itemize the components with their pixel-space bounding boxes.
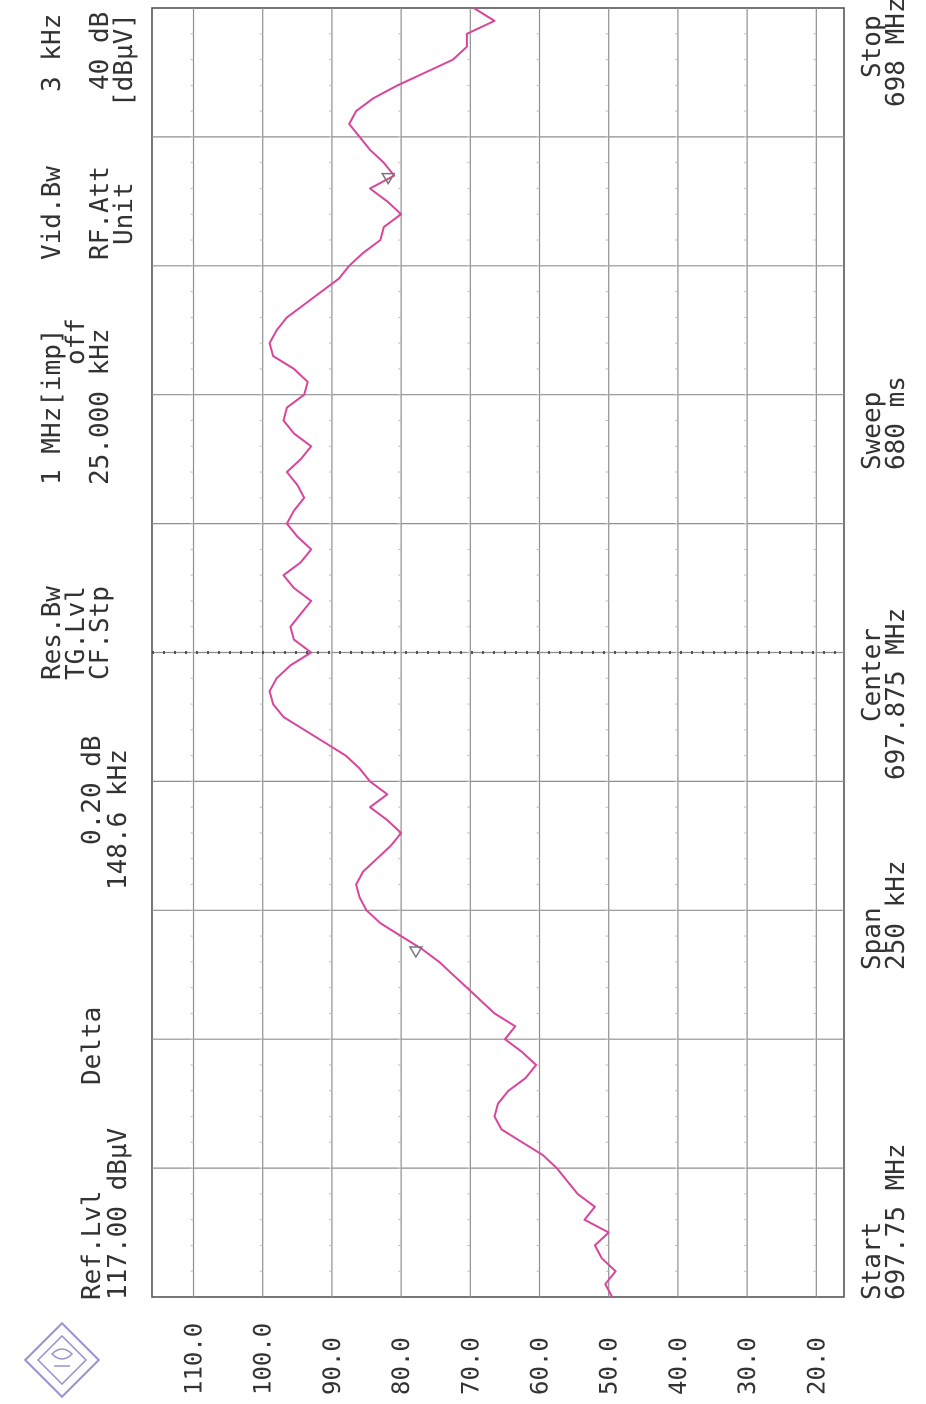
unit-value: [dBµV]	[109, 13, 139, 107]
sweep-value: 680 ms	[881, 376, 911, 470]
ref-lvl-label: Ref.Lvl	[77, 1190, 107, 1300]
trace-layer	[268, 7, 617, 1298]
marker-1-triangle	[408, 946, 424, 959]
stop-value: 698 MHz	[881, 0, 911, 107]
level-tick-label: 60.0	[526, 1337, 554, 1395]
start-label: Start	[857, 1222, 887, 1300]
tg-lvl-label: TG.Lvl	[61, 586, 91, 680]
center-value: 697.875 MHz	[881, 608, 911, 780]
delta-label: Delta	[77, 1007, 107, 1085]
marker-2-triangle	[380, 172, 396, 186]
spectrum-trace	[268, 7, 617, 1298]
vid-bw-label: Vid.Bw	[37, 166, 67, 260]
cf-stp-value: 25.000 kHz	[85, 328, 115, 485]
level-tick-label: 90.0	[318, 1337, 346, 1395]
level-tick-label: 80.0	[387, 1337, 415, 1395]
rf-att-value: 40 dB	[85, 12, 115, 90]
level-tick-label: 30.0	[733, 1337, 761, 1395]
y-tick-labels: 110.0 100.0 90.0 80.0 70.0 60.0 50.0 40.0 30.0 20…	[180, 1323, 831, 1395]
res-bw-value: 1 MHz[imp]	[37, 328, 67, 485]
level-tick-label: 50.0	[595, 1337, 623, 1395]
ref-lvl-value: 117.00 dBµV	[103, 1128, 133, 1300]
rs-logo	[23, 1321, 101, 1399]
start-value: 697.75 MHz	[881, 1143, 911, 1300]
center-label: Center	[857, 628, 887, 722]
footer-block: Start 697.75 MHz Span 250 kHz Center 697…	[857, 0, 911, 1300]
delta-value-db: 0.20 dB	[77, 735, 107, 845]
level-tick-label: 20.0	[802, 1337, 830, 1395]
res-bw-label: Res.Bw	[37, 586, 67, 680]
span-value: 250 kHz	[881, 860, 911, 970]
cf-stp-label: CF.Stp	[85, 586, 115, 680]
vid-bw-value: 3 kHz	[37, 14, 67, 92]
level-tick-label: 70.0	[456, 1337, 484, 1395]
plot-grid	[151, 7, 845, 1298]
sweep-label: Sweep	[857, 392, 887, 470]
rf-att-label: RF.Att	[85, 166, 115, 260]
unit-label: Unit	[109, 182, 139, 245]
level-tick-label: 110.0	[180, 1323, 208, 1395]
span-label: Span	[857, 907, 887, 970]
stop-label: Stop	[857, 15, 887, 78]
level-tick-label: 100.0	[249, 1323, 277, 1395]
header-block: Ref.Lvl 117.00 dBµV Delta 0.20 dB 148.6 …	[37, 12, 139, 1300]
delta-value-khz: 148.6 kHz	[103, 749, 133, 890]
tg-lvl-value: off	[61, 318, 91, 365]
level-tick-label: 40.0	[664, 1337, 692, 1395]
